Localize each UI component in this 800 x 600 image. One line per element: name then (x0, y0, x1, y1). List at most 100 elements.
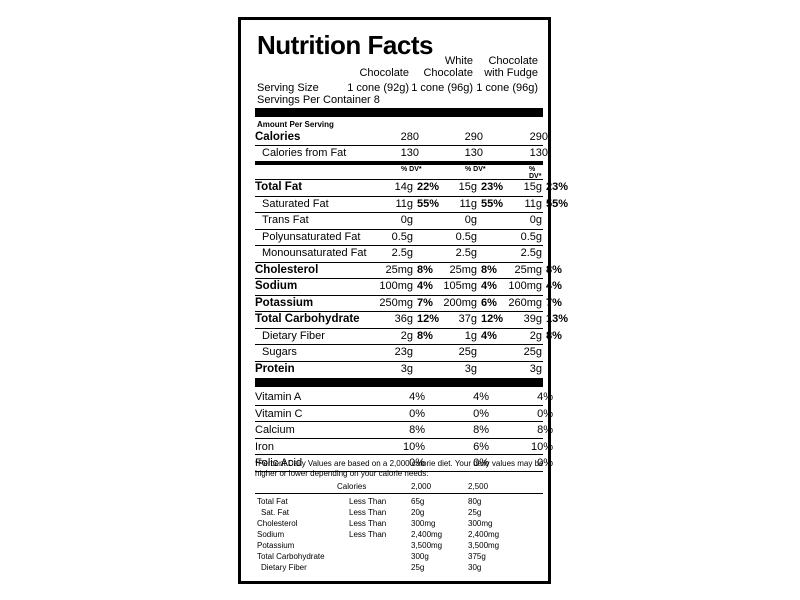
vitamin-row: Iron 10% 6% 10% (255, 439, 553, 455)
nutrient-row: Saturated Fat 11g 55% 11g 55% 11g 55% (255, 196, 568, 212)
footer-row-2500: 30g (468, 563, 482, 572)
nutrient-amount: 0g (400, 214, 413, 226)
row-divider (255, 404, 543, 406)
calories-value: 290 (529, 131, 548, 143)
vitamin-name: Calcium (255, 424, 295, 436)
footer-row-2000: 2,400mg (411, 530, 443, 539)
row-divider (255, 327, 543, 329)
nutrition-label: Nutrition Facts Chocolate 1 cone (92g) Whi… (238, 17, 568, 584)
nutrient-dv: 7% (546, 296, 562, 309)
row-divider (255, 360, 543, 362)
label-title: Nutrition Facts (257, 30, 433, 60)
nutrient-name: Sodium (255, 280, 298, 292)
nutrient-dv: 55% (481, 197, 504, 210)
nutrient-row: Calories from Fat 130 130 130 (255, 145, 548, 161)
nutrient-amount: 15g (458, 181, 477, 193)
footer-row-2500: 300mg (468, 519, 493, 528)
footer-row-2500: 25g (468, 508, 482, 517)
row-divider (255, 344, 543, 345)
row-divider (255, 421, 543, 422)
footnote: *Percent Daily Values are based on a 2,0… (255, 459, 544, 478)
vitamin-value: 0% (473, 457, 489, 469)
nutrient-amount: 100mg (379, 280, 413, 292)
nutrient-amount: 11g (524, 197, 542, 210)
footer-2000: 2,000 (411, 482, 432, 491)
nutrient-name: Total Carbohydrate (255, 313, 360, 325)
footer-row-qualifier: Less Than (349, 519, 387, 528)
nutrient-amount: 2.5g (455, 247, 477, 259)
nutrient-dv: 55% (417, 197, 440, 210)
vitamin-row: Vitamin C 0% 0% 0% (255, 406, 553, 422)
nutrient-amount: 23g (394, 346, 413, 358)
footer-row-label: Total Fat (257, 497, 288, 506)
footer-row-2500: 375g (468, 552, 486, 561)
vitamin-row: Calcium 8% 8% 8% (255, 422, 553, 438)
nutrient-row: Sodium 100mg 4% 105mg 4% 100mg 4% (255, 278, 562, 294)
nutrient-row: Trans Fat 0g 0g 0g (255, 212, 543, 228)
row-divider (255, 311, 543, 312)
nutrient-amount: 14g (394, 181, 413, 193)
nutrient-dv: 4% (546, 280, 562, 292)
footer-row-2000: 25g (411, 563, 425, 572)
thick-divider (255, 378, 543, 387)
nutrient-amount: 11g (459, 197, 477, 210)
nutrient-row: Cholesterol 25mg 8% 25mg 8% 25mg 8% (255, 262, 562, 278)
nutrient-name: Protein (255, 362, 295, 375)
nutrient-amount: 11g (395, 197, 413, 210)
column-name: White (444, 55, 473, 67)
footer-row-qualifier: Less Than (349, 497, 387, 506)
nutrient-dv: 55% (546, 197, 569, 210)
vitamin-value: 0% (409, 457, 425, 469)
column-serving: 1 cone (96g) (411, 82, 473, 94)
nutrient-row: Total Fat 14g 22% 15g 23% 15g 23% (255, 179, 568, 195)
nutrient-dv: 8% (417, 263, 433, 276)
vitamin-value: 0% (473, 407, 489, 420)
footer-row-label: Total Carbohydrate (257, 552, 325, 561)
vitamin-value: 4% (409, 391, 425, 403)
column-serving: 1 cone (96g) (476, 82, 538, 94)
footer-divider (255, 493, 543, 494)
calories-fat-value: 130 (529, 147, 548, 159)
nutrient-row: Polyunsaturated Fat 0.5g 0.5g 0.5g (255, 229, 543, 245)
vitamin-value: 6% (473, 440, 489, 453)
footer-calories-label: Calories (337, 482, 367, 491)
nutrient-dv: 7% (417, 296, 433, 309)
row-divider (255, 278, 543, 279)
footer-row-qualifier: Less Than (349, 508, 387, 517)
nutrient-amount: 0.5g (391, 230, 413, 243)
vitamin-name: Vitamin C (255, 407, 303, 420)
vitamin-value: 8% (473, 424, 489, 436)
nutrient-row: Protein 3g 3g 3g (255, 361, 543, 377)
footer-row-qualifier: Less Than (349, 530, 387, 539)
nutrient-amount: 260mg (508, 296, 542, 309)
vitamin-name: Vitamin A (255, 391, 302, 403)
nutrient-dv: 8% (546, 263, 562, 276)
nutrient-dv: 22% (417, 181, 440, 193)
row-divider (255, 454, 543, 455)
footer-row-2000: 300g (411, 552, 429, 561)
row-divider (255, 470, 543, 472)
footer-row-label: Cholesterol (257, 519, 298, 528)
amount-per-serving: Amount Per Serving (257, 120, 334, 129)
footer-row-label: Sat. Fat (261, 508, 290, 517)
nutrient-amount: 1g (464, 329, 477, 342)
nutrient-dv: 8% (481, 263, 497, 276)
dv-header: % DV* (401, 166, 422, 173)
nutrient-amount: 0g (529, 214, 542, 226)
nutrient-amount: 0g (464, 214, 477, 226)
nutrient-amount: 0.5g (455, 230, 477, 243)
footer-row-2000: 20g (411, 508, 425, 517)
row-divider (255, 195, 543, 197)
nutrient-name: Polyunsaturated Fat (262, 230, 361, 243)
vitamin-row: Folic Acid 0% 0% 0% (255, 455, 553, 471)
nutrient-name: Sugars (262, 346, 297, 358)
calories-fat-value: 130 (464, 147, 483, 159)
vitamin-value: 4% (537, 391, 553, 403)
nutrient-amount: 2.5g (391, 247, 413, 259)
nutrient-amount: 39g (523, 313, 542, 325)
nutrient-amount: 250mg (379, 296, 413, 309)
nutrient-dv: 12% (481, 313, 504, 325)
column-name: Chocolate (423, 67, 473, 79)
nutrient-dv: 23% (481, 181, 504, 193)
nutrient-row: Sugars 23g 25g 25g (255, 344, 543, 360)
